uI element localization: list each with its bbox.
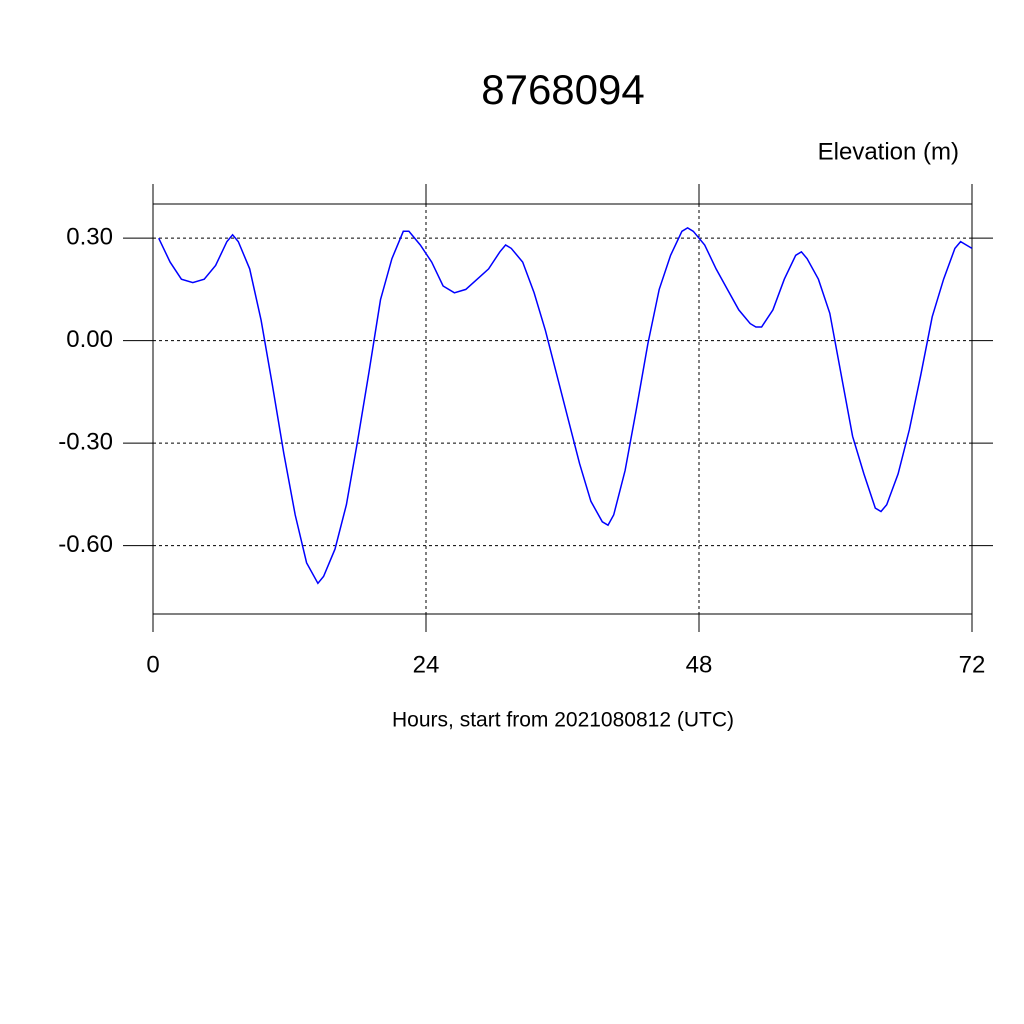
x-tick-label: 48	[686, 651, 713, 678]
x-tick-label: 24	[413, 651, 440, 678]
y-tick-label: 0.00	[66, 326, 113, 353]
y-tick-label: 0.30	[66, 224, 113, 251]
chart-title: 8768094	[481, 66, 645, 113]
y-tick-label: -0.60	[58, 531, 113, 558]
y-tick-label: -0.30	[58, 429, 113, 456]
x-axis-label: Hours, start from 2021080812 (UTC)	[392, 709, 734, 732]
y-axis-label: Elevation (m)	[818, 138, 959, 165]
x-tick-label: 0	[146, 651, 159, 678]
data-line	[158, 227, 973, 585]
x-tick-label: 72	[959, 651, 986, 678]
